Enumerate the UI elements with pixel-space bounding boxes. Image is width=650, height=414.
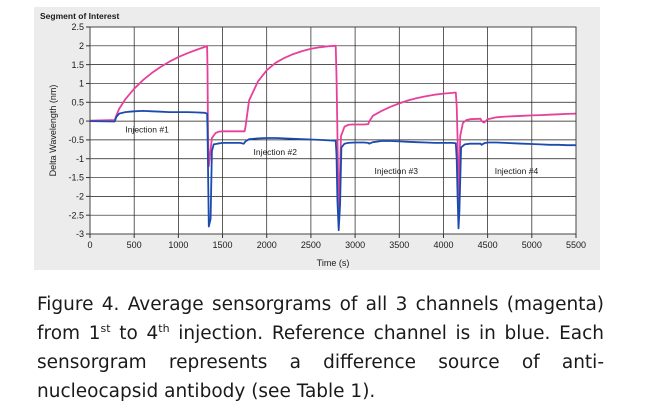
y-tick-label-7: -1 <box>76 154 84 164</box>
x-tick-label-11: 5500 <box>566 240 586 250</box>
caption-line-2-c: injection. Reference channel is in blue.… <box>169 323 605 344</box>
annotation-injection-2: Injection #2 <box>253 147 297 157</box>
annotation-injection-1: Injection #1 <box>125 124 169 134</box>
x-tick-label-1: 500 <box>127 240 142 250</box>
x-tick-label-8: 4000 <box>433 240 453 250</box>
annotation-injection-3: Injection #3 <box>375 166 419 176</box>
y-tick-label-3: 1 <box>79 79 84 89</box>
x-tick-label-7: 3500 <box>389 240 409 250</box>
caption-superscript-th: th <box>158 322 170 335</box>
plot-frame <box>89 26 577 235</box>
caption-line-2-b: to 4 <box>110 323 159 344</box>
y-tick-label-1: 2 <box>79 41 84 51</box>
x-axis-label: Time (s) <box>317 258 350 268</box>
y-tick-label-8: -1.5 <box>68 173 84 183</box>
caption-superscript-st: st <box>100 322 111 335</box>
caption-line-1: Figure 4. Average sensorgrams of all 3 c… <box>37 294 604 315</box>
caption-line-3: sensorgram represents a difference sourc… <box>37 352 604 373</box>
y-tick-label-4: 0.5 <box>71 97 84 107</box>
y-tick-label-6: -0.5 <box>68 135 84 145</box>
y-axis-label: Delta Wavelength (nm) <box>48 85 58 177</box>
x-tick-label-9: 4500 <box>478 240 498 250</box>
y-tick-label-11: -3 <box>76 229 84 239</box>
annotation-injection-4: Injection #4 <box>495 166 539 176</box>
y-tick-label-5: 0 <box>79 116 84 126</box>
caption-line-2-a: from 1 <box>37 323 101 344</box>
series-line-2 <box>89 110 576 232</box>
x-tick-label-3: 1500 <box>213 240 233 250</box>
x-tick-label-2: 1000 <box>168 240 188 250</box>
chart-title: Segment of Interest <box>40 11 120 21</box>
y-tick-label-9: -2 <box>76 192 84 202</box>
caption-line-4: nucleocapsid antibody (see Table 1). <box>37 381 376 402</box>
figure-caption: Figure 4. Average sensorgrams of all 3 c… <box>37 290 604 406</box>
x-tick-label-4: 2000 <box>257 240 277 250</box>
y-tick-label-0: 2.5 <box>71 22 84 32</box>
sensorgram-chart: 2.521.510.50-0.5-1-1.5-2-2.5-30 500 1000 15… <box>40 11 586 268</box>
series-line-1 <box>89 44 577 220</box>
x-tick-label-6: 3000 <box>345 240 365 250</box>
x-tick-label-10: 5000 <box>522 240 542 250</box>
y-tick-label-10: -2.5 <box>68 210 84 220</box>
y-tick-label-2: 1.5 <box>71 60 84 70</box>
caption-line-2: from 1st to 4th injection. Reference cha… <box>37 319 604 348</box>
x-tick-label-0: 0 <box>87 240 92 250</box>
x-tick-label-5: 2500 <box>301 240 321 250</box>
